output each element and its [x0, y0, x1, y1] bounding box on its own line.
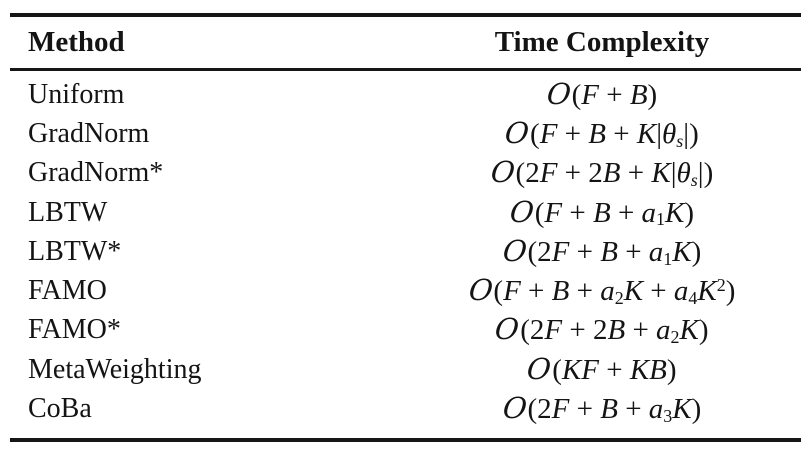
table-row: LBTW O(F + B + a1K) [10, 193, 801, 232]
paper-table: Method Time Complexity Uniform O(F + B) … [10, 13, 801, 442]
complexity-cell: O(2F + B + a1K) [500, 233, 702, 269]
method-cell: LBTW [28, 196, 108, 228]
complexity-cell: O(KF + KB) [525, 351, 677, 386]
method-cell: FAMO* [28, 314, 121, 346]
table-header-row: Method Time Complexity [10, 17, 801, 68]
complexity-cell: O(2F + 2B + K|θs|) [489, 155, 714, 191]
method-cell: Uniform [28, 78, 125, 110]
table-row: FAMO* O(2F + 2B + a2K) [10, 311, 801, 350]
top-rule [10, 13, 801, 17]
table-row: GradNorm O(F + B + K|θs|) [10, 114, 801, 153]
complexity-cell: O(2F + 2B + a2K) [493, 312, 709, 348]
complexity-cell: O(F + B + a2K + a4K2) [466, 273, 736, 309]
method-cell: CoBa [28, 393, 92, 425]
table-row: FAMO O(F + B + a2K + a4K2) [10, 271, 801, 310]
complexity-cell: O(2F + B + a3K) [500, 391, 702, 426]
method-column-header: Method [28, 26, 125, 58]
complexity-column-header: Time Complexity [494, 26, 710, 58]
complexity-cell: O(F + B + K|θs|) [503, 115, 699, 151]
table-row: LBTW* O(2F + B + a1K) [10, 232, 801, 271]
bottom-rule [10, 437, 801, 442]
table-row: CoBa O(2F + B + a3K) [10, 389, 801, 428]
complexity-cell: O(F + B) [545, 76, 658, 111]
complexity-cell: O(F + B + a1K) [508, 194, 695, 230]
header-rule [10, 68, 801, 71]
table-row: GradNorm* O(2F + 2B + K|θs|) [10, 154, 801, 193]
method-cell: LBTW* [28, 235, 122, 267]
table-row: Uniform O(F + B) [10, 75, 801, 114]
method-cell: GradNorm* [28, 157, 164, 189]
table-row: MetaWeighting O(KF + KB) [10, 350, 801, 389]
method-cell: FAMO [28, 275, 107, 307]
table-body: Uniform O(F + B) GradNorm O(F + B + K|θs… [10, 71, 801, 438]
method-cell: GradNorm [28, 117, 150, 149]
method-cell: MetaWeighting [28, 353, 202, 385]
